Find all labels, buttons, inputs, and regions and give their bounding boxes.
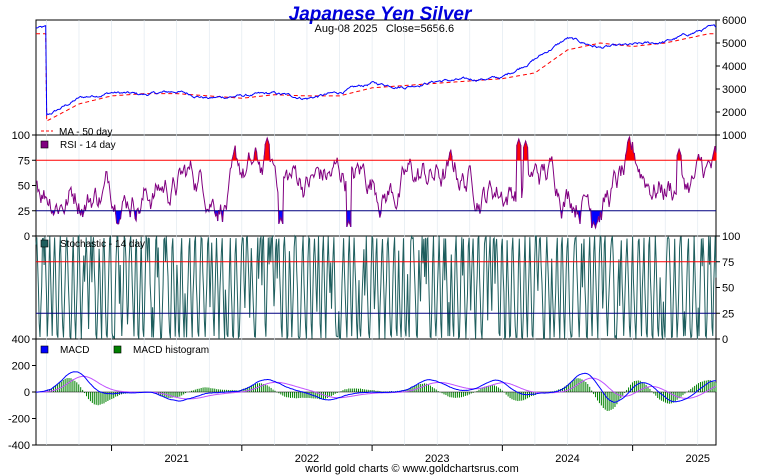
stochastic-tick-label: 25: [722, 308, 734, 320]
macd-tick-label: 400: [12, 334, 30, 346]
macd-histogram: [35, 378, 717, 411]
subtitle-close: Close=5656.6: [386, 23, 454, 35]
macd-tick-label: -200: [8, 414, 30, 426]
rsi-tick-label: 75: [18, 155, 30, 167]
macd-histogram-legend-swatch: [113, 345, 122, 354]
macd-signal-line: [36, 375, 717, 400]
ma-50-line: [36, 33, 716, 122]
stochastic-panel: 100 75 50 25 0 Stochastic - 14 day: [35, 231, 740, 346]
x-tick-label: 2022: [295, 453, 319, 465]
macd-legend-swatch: [40, 345, 49, 354]
stochastic-line: [35, 234, 717, 340]
panel-frame-rsi: [35, 134, 717, 237]
price-tick-label: 2000: [722, 107, 746, 119]
macd-tick-label: -400: [8, 440, 30, 452]
rsi-tick-label: 100: [12, 130, 30, 142]
price-tick-label: 5000: [722, 38, 746, 50]
rsi-y-axis: 100 75 50 25 0: [12, 130, 36, 243]
price-line: [35, 24, 717, 117]
price-y-axis: 6000 5000 4000 3000 2000 1000: [716, 15, 746, 142]
macd-histogram-legend-label: MACD histogram: [133, 345, 209, 356]
x-tick-label: 2021: [164, 453, 188, 465]
price-tick-label: 1000: [722, 130, 746, 142]
rsi-legend-label: RSI - 14 day: [60, 140, 116, 151]
panel-frames: [35, 19, 717, 446]
stochastic-legend-label: Stochastic - 14 day: [60, 239, 145, 250]
macd-tick-label: 0: [24, 387, 30, 399]
chart-title: Japanese Yen Silver: [289, 4, 473, 25]
price-panel: 6000 5000 4000 3000 2000 1000 MA - 50 day: [35, 15, 746, 142]
stochastic-tick-label: 0: [722, 334, 728, 346]
rsi-legend-swatch: [40, 140, 49, 149]
rsi-tick-label: 25: [18, 206, 30, 218]
x-tick-label: 2024: [555, 453, 579, 465]
stochastic-tick-label: 100: [722, 231, 740, 243]
rsi-panel: 100 75 50 25 0 RSI - 14 day: [12, 130, 717, 243]
price-tick-label: 3000: [722, 84, 746, 96]
x-tick-label: 2023: [425, 453, 449, 465]
stochastic-tick-label: 50: [722, 283, 734, 295]
macd-y-axis: 400 200 0 -200 -400: [8, 334, 36, 452]
rsi-tick-label: 50: [18, 181, 30, 193]
price-tick-label: 4000: [722, 61, 746, 73]
subtitle-date: Aug-08 2025: [315, 23, 378, 35]
chart-grid: [46, 20, 699, 445]
ma-legend-label: MA - 50 day: [59, 127, 112, 138]
stochastic-y-axis: 100 75 50 25 0: [716, 231, 740, 346]
x-tick-label: 2025: [686, 453, 710, 465]
x-axis: 2021 2022 2023 2024 2025: [111, 445, 710, 465]
rsi-line: [35, 135, 717, 230]
panel-frame-price: [35, 19, 717, 136]
macd-tick-label: 200: [12, 361, 30, 373]
macd-line: [36, 371, 717, 403]
footer-credit: world gold charts © www.goldchartsrus.co…: [304, 463, 519, 475]
macd-legend-label: MACD: [60, 345, 89, 356]
macd-panel: 400 200 0 -200 -400 MACD MACD histogram: [8, 334, 717, 452]
rsi-tick-label: 0: [24, 231, 30, 243]
stochastic-legend-swatch: [40, 239, 49, 248]
price-tick-label: 6000: [722, 15, 746, 27]
stochastic-tick-label: 75: [722, 257, 734, 269]
